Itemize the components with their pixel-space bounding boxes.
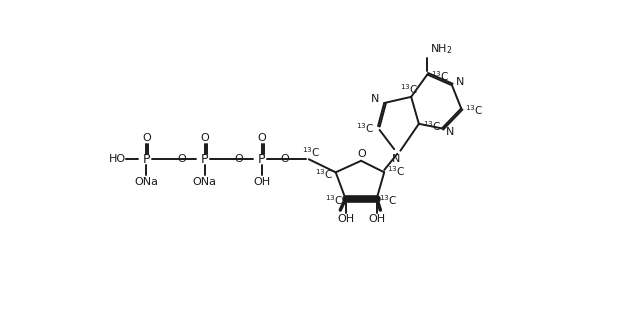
Text: O: O: [234, 154, 243, 164]
Text: N: N: [446, 127, 454, 137]
Text: P: P: [143, 153, 150, 166]
Text: OH: OH: [253, 177, 270, 187]
Text: ONa: ONa: [193, 177, 217, 187]
Text: P: P: [258, 153, 266, 166]
Text: $^{13}$C: $^{13}$C: [423, 119, 441, 133]
Text: $^{13}$C: $^{13}$C: [399, 82, 418, 96]
Text: $^{13}$C: $^{13}$C: [325, 193, 343, 207]
Text: N: N: [456, 77, 464, 87]
Text: $^{13}$C: $^{13}$C: [387, 165, 405, 178]
Text: N: N: [392, 154, 401, 164]
Text: $^{13}$C: $^{13}$C: [356, 121, 374, 135]
Text: O: O: [200, 133, 209, 143]
Text: $^{13}$C: $^{13}$C: [431, 69, 450, 83]
Text: N: N: [371, 94, 379, 104]
Text: $^{13}$C: $^{13}$C: [465, 103, 483, 117]
Text: O: O: [257, 133, 266, 143]
Text: $^{13}$C: $^{13}$C: [315, 167, 333, 181]
Text: HO: HO: [109, 154, 126, 164]
Text: O: O: [142, 133, 150, 143]
Text: OH: OH: [368, 214, 385, 224]
Text: O: O: [177, 154, 186, 164]
Text: $^{13}$C: $^{13}$C: [302, 146, 320, 159]
Text: O: O: [358, 149, 366, 159]
Text: ONa: ONa: [134, 177, 158, 187]
Text: OH: OH: [337, 214, 355, 224]
Text: $^{13}$C: $^{13}$C: [379, 193, 397, 207]
Text: P: P: [201, 153, 209, 166]
Text: O: O: [280, 154, 289, 164]
Text: NH$_2$: NH$_2$: [429, 42, 452, 56]
